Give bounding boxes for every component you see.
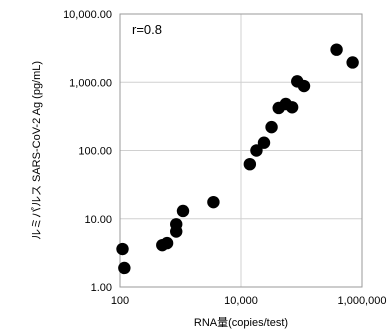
y-axis-ticks: 1.00 10.00 100.00 1,000.00 10,000.00: [63, 9, 112, 294]
data-point: [176, 204, 190, 218]
data-point: [207, 195, 220, 209]
data-point: [116, 242, 129, 256]
y-tick-label: 100.00: [78, 146, 112, 158]
data-point: [118, 261, 131, 275]
data-point: [285, 101, 299, 114]
data-point: [330, 43, 343, 56]
data-point: [170, 218, 183, 231]
correlation-annotation: r=0.8: [132, 22, 162, 37]
data-points: [116, 43, 359, 275]
x-axis-label: RNA量(copies/test): [194, 316, 288, 329]
data-point: [297, 79, 311, 93]
y-axis-label: ルミパルス SARS-CoV-2 Ag (pg/mL): [30, 61, 43, 240]
x-axis-ticks: 100 10,000 1,000,000: [111, 295, 387, 307]
y-tick-label: 1.00: [91, 282, 112, 294]
data-point: [250, 144, 263, 157]
y-tick-label: 1,000.00: [69, 77, 112, 89]
plot-area: [119, 13, 363, 288]
x-tick-label: 100: [111, 295, 129, 307]
x-tick-label: 1,000,000: [338, 295, 387, 307]
y-tick-label: 10.00: [84, 214, 112, 226]
data-point: [265, 120, 278, 134]
data-point: [243, 157, 257, 171]
data-point: [346, 56, 359, 69]
y-tick-label: 10,000.00: [63, 9, 112, 21]
data-point: [160, 236, 174, 250]
x-tick-label: 10,000: [224, 295, 258, 307]
data-point: [257, 136, 271, 149]
